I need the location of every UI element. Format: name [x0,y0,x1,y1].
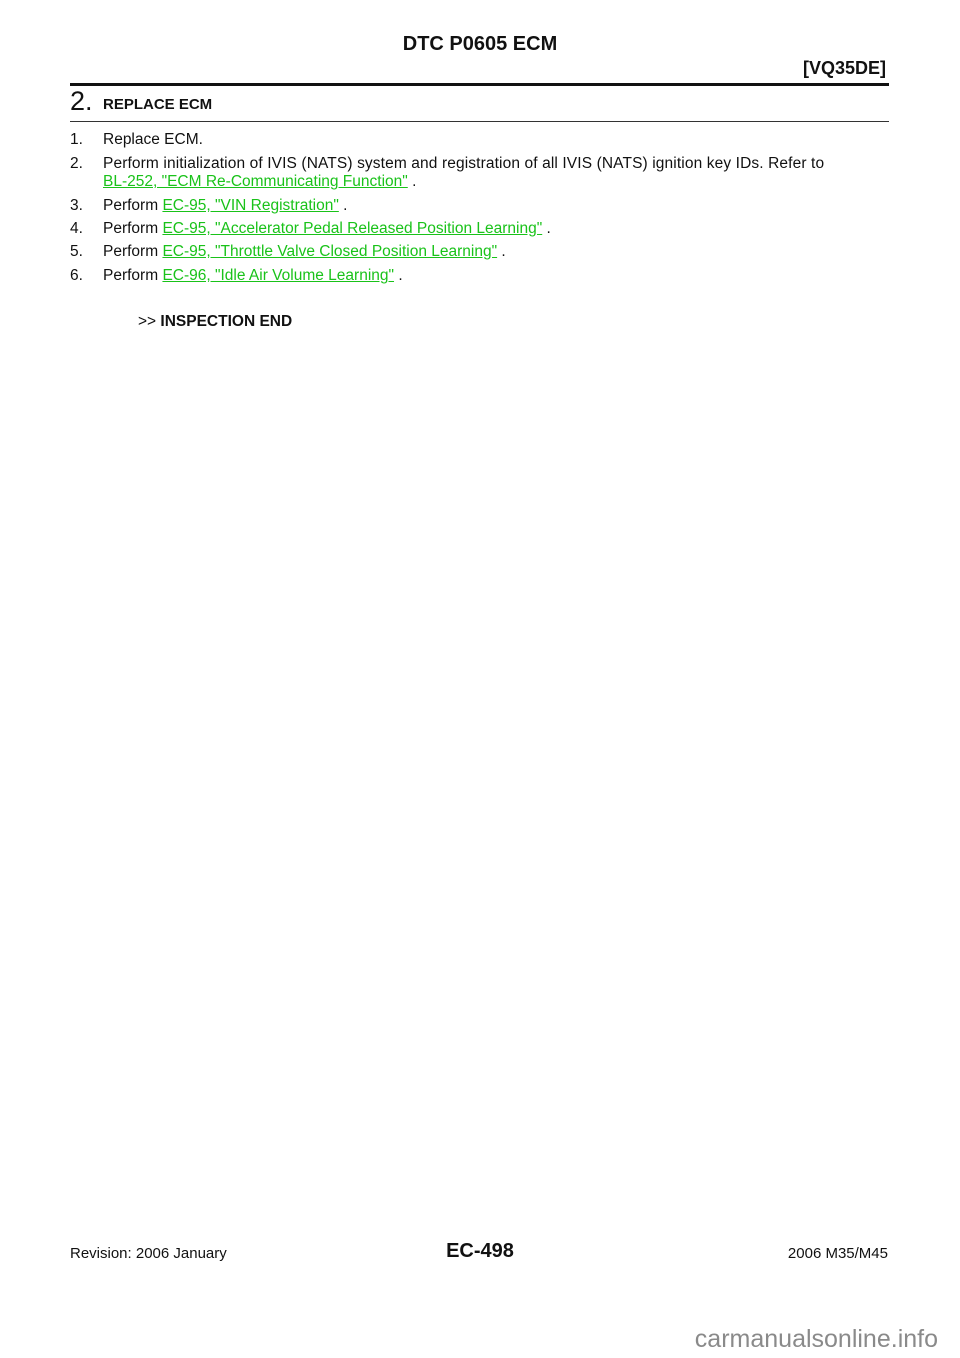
watermark: carmanualsonline.info [694,1325,938,1353]
item-number: 1. [70,131,83,148]
item-text: Perform [103,243,163,260]
link-idle-air-volume-learning[interactable]: EC-96, "Idle Air Volume Learning" [162,267,395,284]
list-item: 4. Perform EC-95, "Accelerator Pedal Rele… [70,220,551,238]
list-item: 5. Perform EC-95, "Throttle Valve Closed … [70,243,506,261]
header-divider [70,83,889,86]
engine-code: [VQ35DE] [802,58,886,78]
item-suffix: . [394,267,403,284]
list-item-continuation: BL-252, "ECM Re-Communicating Function" … [103,173,416,191]
inspection-result: >> INSPECTION END [138,313,292,331]
list-item: 1. Replace ECM. [70,131,203,149]
page-title: DTC P0605 ECM [402,33,558,55]
link-accelerator-pedal-learning[interactable]: EC-95, "Accelerator Pedal Released Posit… [162,220,543,237]
item-number: 2. [70,155,83,172]
link-vin-registration[interactable]: EC-95, "VIN Registration" [162,197,339,214]
item-text: Perform [103,267,163,284]
result-label: INSPECTION END [160,313,293,330]
item-number: 4. [70,220,83,237]
item-suffix: . [338,197,348,214]
link-ecm-re-communicating[interactable]: BL-252, "ECM Re-Communicating Function" [103,173,408,190]
footer-model: 2006 M35/M45 [787,1245,888,1262]
footer-revision: Revision: 2006 January [70,1245,227,1262]
step-number: 2. [70,86,93,116]
item-number: 5. [70,243,83,260]
item-number: 6. [70,267,83,284]
item-text: Perform [103,220,163,237]
item-text: Perform initialization of IVIS (NATS) sy… [103,155,825,172]
list-item: 2. Perform initialization of IVIS (NATS) … [70,155,887,173]
item-suffix: . [542,220,551,237]
list-item: 6. Perform EC-96, "Idle Air Volume Learni… [70,267,403,285]
item-suffix: . [497,243,506,260]
item-text: Perform [103,197,163,214]
page-number: EC-498 [446,1240,514,1262]
step-title: REPLACE ECM [103,96,213,113]
step-divider [70,121,889,122]
link-throttle-valve-learning[interactable]: EC-95, "Throttle Valve Closed Position L… [162,243,498,260]
item-text: Replace ECM. [103,131,203,148]
item-number: 3. [70,197,83,214]
result-arrow: >> [138,313,161,330]
list-item: 3. Perform EC-95, "VIN Registration" . [70,197,347,215]
item-suffix: . [407,173,417,190]
